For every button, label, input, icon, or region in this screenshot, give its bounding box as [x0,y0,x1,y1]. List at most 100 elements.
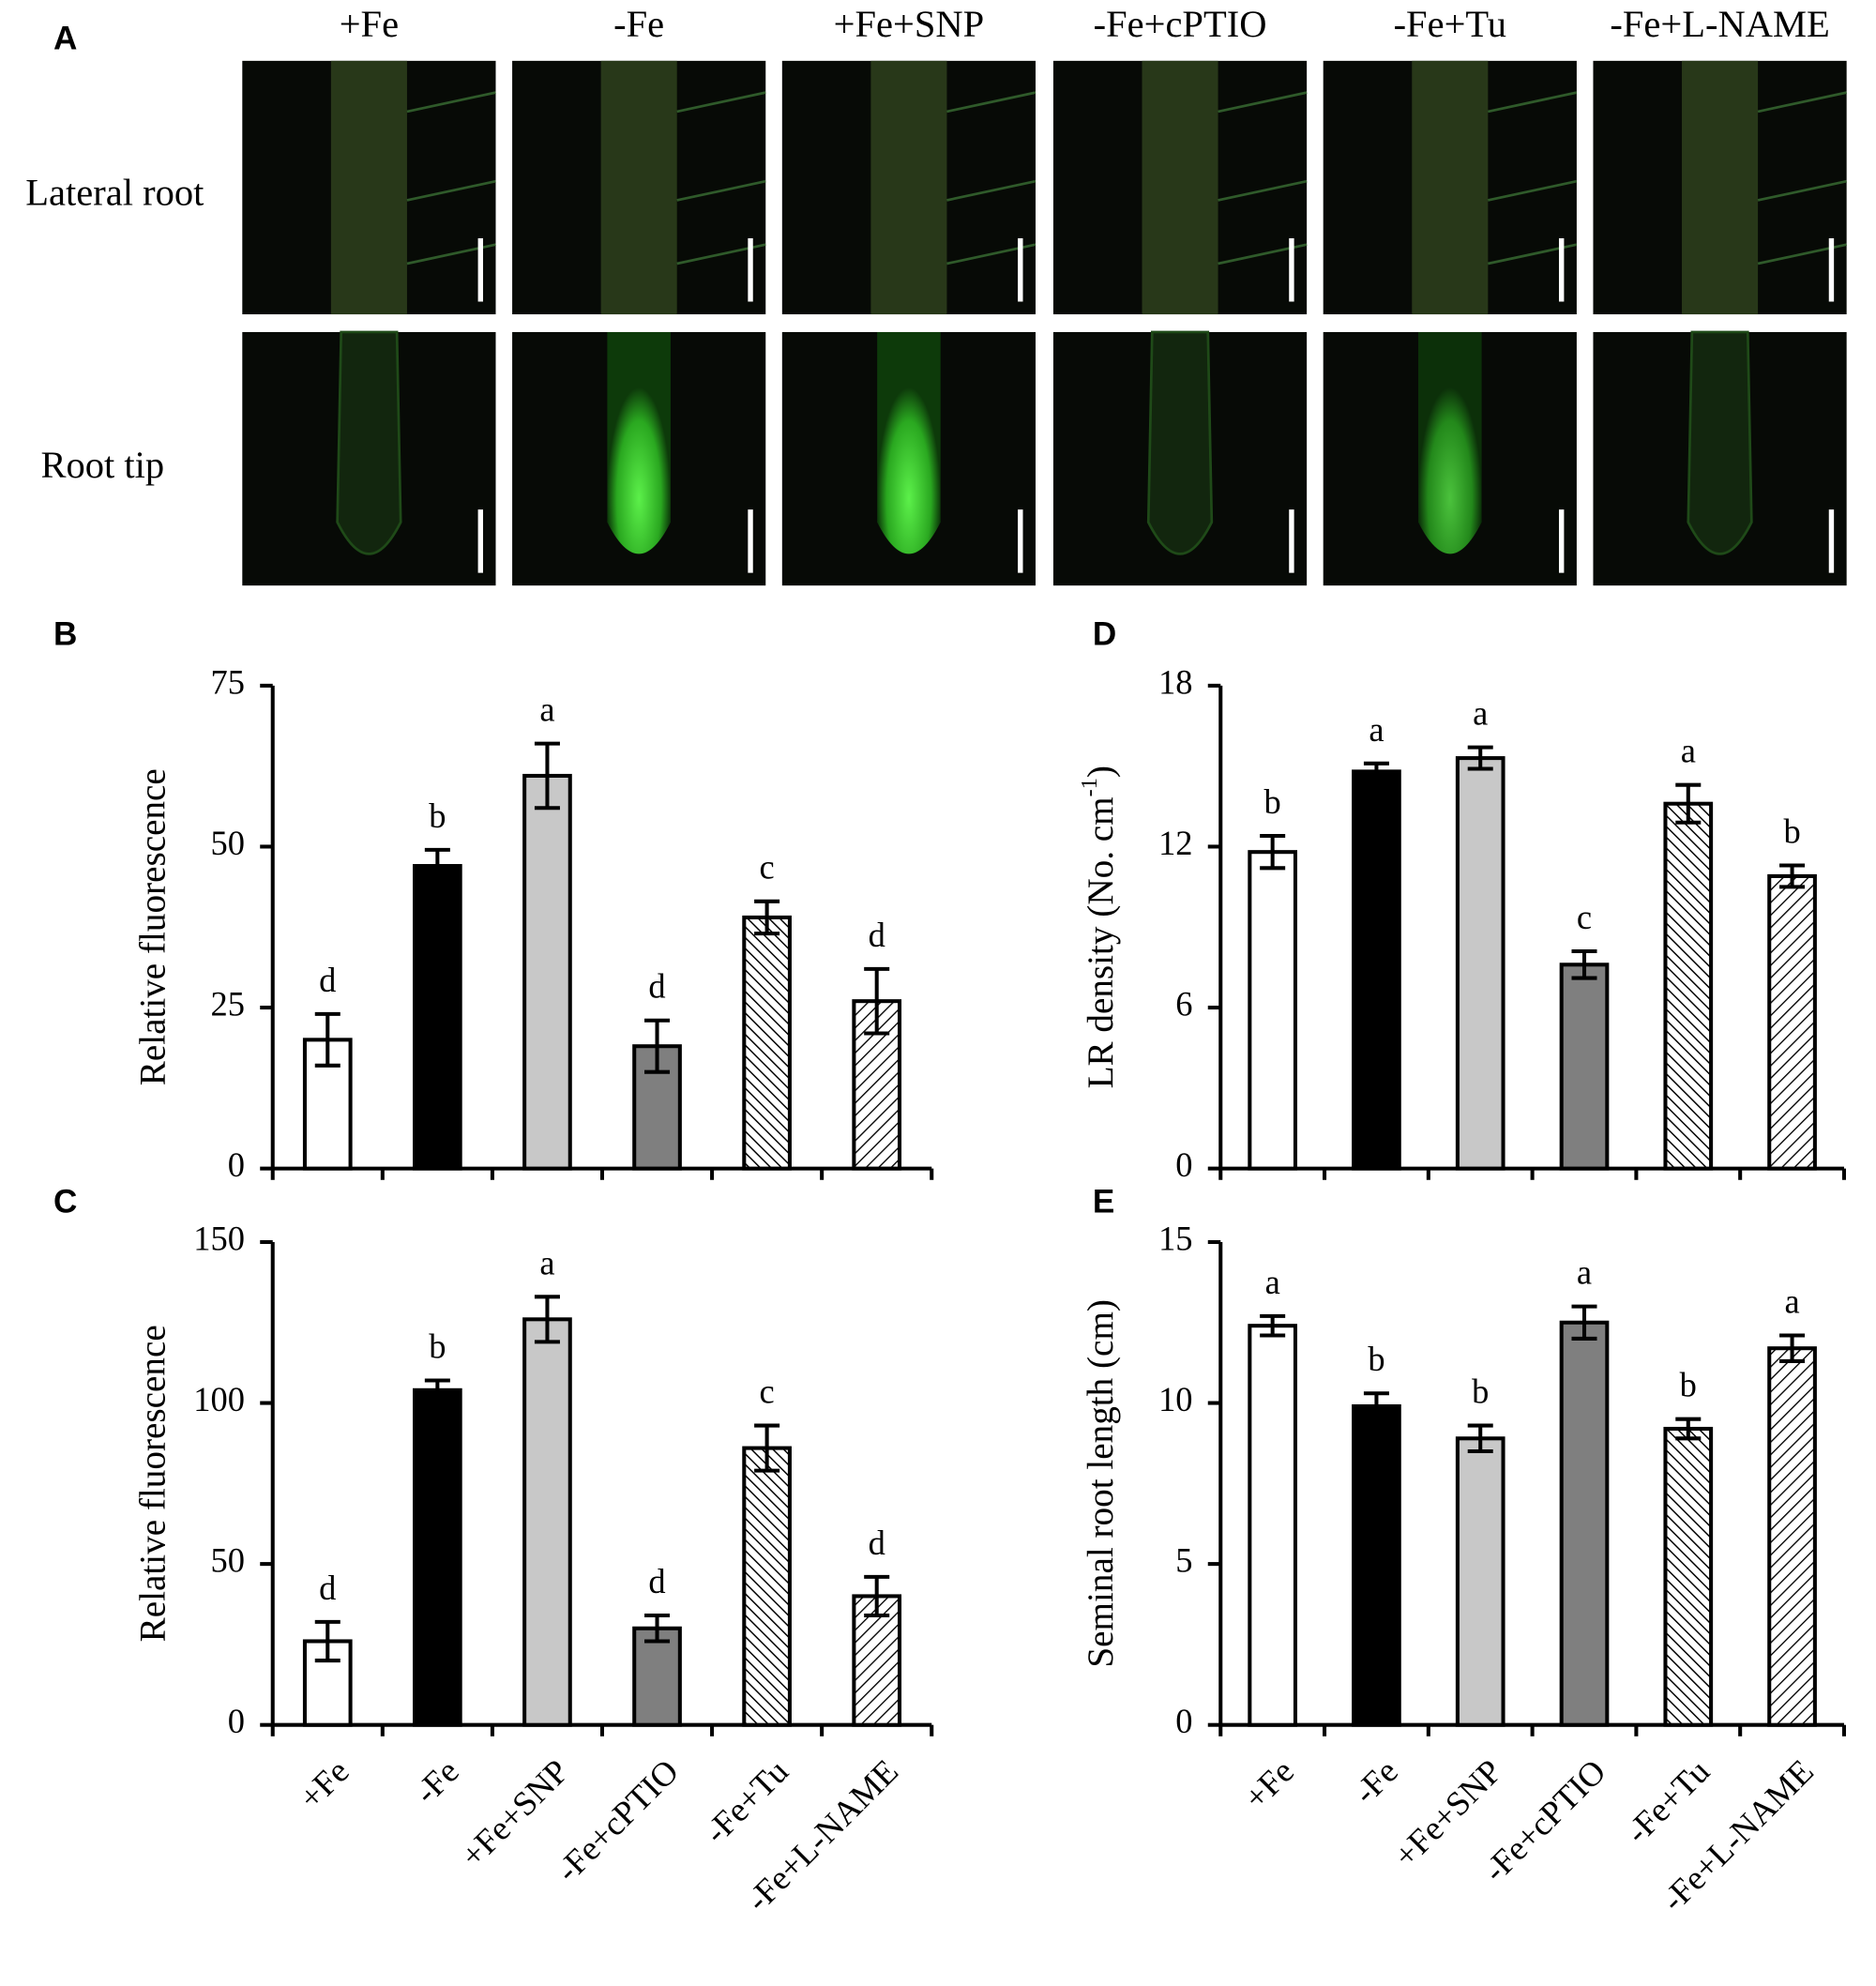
significance-letter: d [648,968,665,1006]
column-label: -Fe+L-NAME [1610,3,1829,45]
lateral-root [406,91,496,114]
y-axis-label-part: ) [1081,766,1121,778]
significance-letter: b [1472,1373,1489,1411]
x-tick-label: -Fe [407,1752,466,1812]
significance-letter: a [539,691,554,729]
lateral-root [406,179,496,202]
lateral-root [946,91,1036,114]
root [1412,60,1489,315]
bar [413,1387,462,1727]
significance-letter: c [760,1373,775,1411]
y-axis-label: Seminal root length (cm) [1081,1299,1121,1668]
significance-letter: a [539,1244,554,1281]
root [600,60,677,315]
column-label: -Fe+cPTIO [1094,3,1267,45]
y-axis-label: LR density (No. cm-1) [1077,766,1121,1088]
x-tick-label: +Fe [292,1752,356,1817]
panel-label: A [53,21,77,57]
significance-letter: a [1577,1254,1592,1292]
significance-letter: b [429,797,446,835]
column-label: -Fe [613,3,664,45]
y-axis-label: Relative fluorescence [132,768,173,1085]
significance-letter: a [1681,733,1696,770]
significance-letter: c [1577,899,1592,936]
bar [302,1038,353,1171]
lateral-root [676,179,766,202]
root [330,60,407,315]
bar [1767,873,1817,1171]
bar [742,1446,792,1727]
significance-letter: b [1783,812,1800,850]
y-tick-label: 75 [211,663,245,701]
root [1142,60,1218,315]
lateral-root [946,179,1036,202]
bar [1559,963,1610,1171]
bar [522,1317,572,1727]
y-tick-label: 12 [1158,825,1192,862]
y-tick-label: 50 [211,825,245,862]
bar [1352,1403,1401,1727]
panel-label: B [53,615,77,652]
y-tick-label: 150 [193,1220,245,1257]
significance-letter: b [429,1327,446,1365]
y-tick-label: 100 [193,1381,245,1418]
y-tick-label: 0 [1175,1146,1192,1184]
root-tip [1418,331,1482,554]
root [1682,60,1759,315]
lateral-root [1757,179,1847,202]
y-tick-label: 25 [211,985,245,1023]
bar [522,773,572,1171]
panel-label: D [1093,615,1116,652]
y-tick-label: 18 [1158,663,1192,701]
x-tick-label: +Fe [1237,1752,1302,1817]
significance-letter: d [869,1524,885,1562]
y-tick-label: 6 [1175,985,1192,1023]
y-axis-label-sup: -1 [1077,778,1102,796]
significance-letter: a [1265,1264,1280,1301]
row-label: Lateral root [25,172,204,214]
significance-letter: c [760,849,775,887]
root-tip [877,331,941,554]
bar [1352,769,1401,1171]
lateral-root [1218,179,1308,202]
bar [1767,1346,1817,1727]
significance-letter: d [869,917,885,954]
bar [1455,1436,1505,1727]
significance-letter: d [319,962,336,999]
root-tip [607,331,671,554]
column-label: -Fe+Tu [1394,3,1506,45]
y-tick-label: 5 [1175,1541,1192,1579]
significance-letter: a [1369,711,1384,749]
y-tick-label: 10 [1158,1381,1192,1418]
x-tick-label: -Fe+Tu [697,1752,795,1851]
lateral-root [1488,91,1578,114]
bar [1248,1324,1298,1727]
significance-letter: d [319,1569,336,1607]
lateral-root [1757,91,1847,114]
y-tick-label: 0 [1175,1703,1192,1740]
bar [1663,1426,1714,1727]
panel-label: E [1093,1184,1114,1220]
lateral-root [676,91,766,114]
significance-letter: a [1473,695,1488,733]
column-label: +Fe+SNP [834,3,985,45]
significance-letter: b [1264,783,1281,821]
lateral-root [1218,91,1308,114]
root-tip [336,330,402,555]
bar [1663,801,1714,1171]
significance-letter: d [648,1563,665,1600]
y-tick-label: 15 [1158,1220,1192,1257]
bar [1559,1320,1610,1727]
y-tick-label: 0 [228,1703,245,1740]
significance-letter: b [1680,1367,1697,1404]
row-label: Root tip [40,444,164,486]
significance-letter: b [1368,1341,1384,1378]
bar [413,864,462,1171]
y-tick-label: 0 [228,1146,245,1184]
panel-label: C [53,1184,77,1220]
lateral-root [1488,179,1578,202]
bar [742,915,792,1171]
